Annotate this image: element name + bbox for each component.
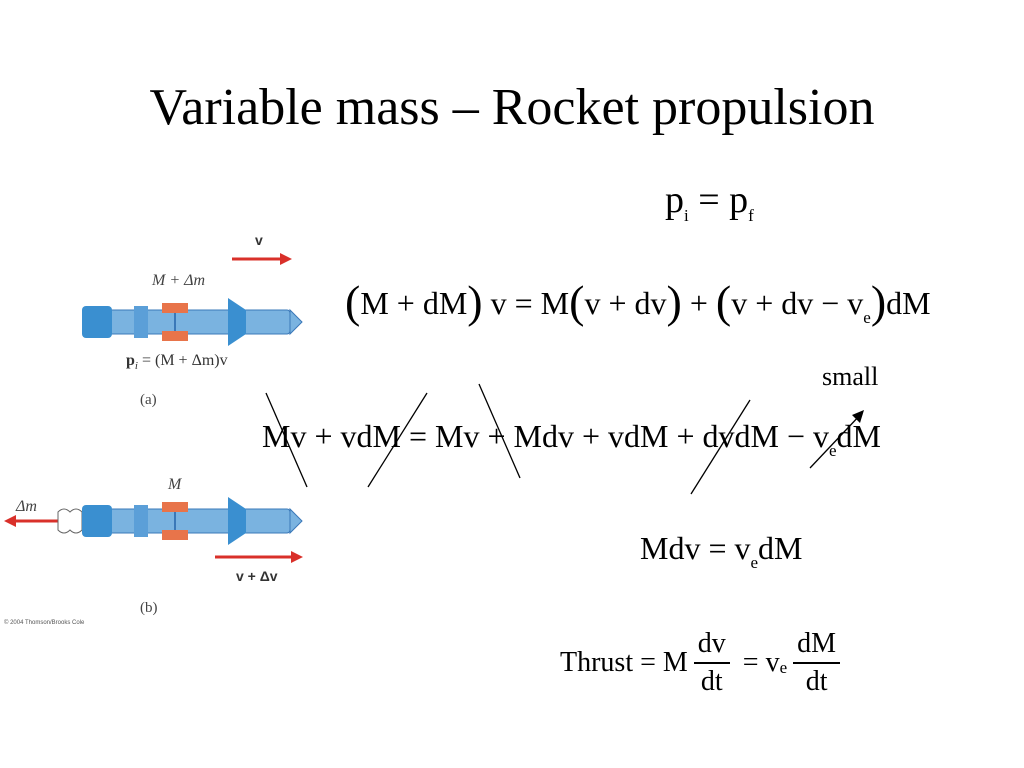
mass-label-b: M: [168, 476, 182, 493]
arrow-head-icon: [280, 253, 292, 265]
cancel-mark-mv-left: [265, 392, 308, 488]
slide-title: Variable mass – Rocket propulsion: [149, 79, 875, 136]
arrow-head-icon: [852, 410, 864, 423]
momentum-conservation-equation: pi = pf: [665, 179, 754, 225]
rocket-body-b: [94, 508, 291, 534]
rocket-figure-a: [82, 253, 303, 346]
rocket-nozzle-b: [82, 505, 112, 537]
rocket-nose-a: [289, 308, 303, 336]
rocket-figure-b: [4, 497, 303, 563]
arrow-head-icon: [4, 515, 16, 527]
clamp-top-a: [162, 303, 188, 313]
velocity-label-a: v: [255, 232, 263, 248]
cancel-mark-vdm-right: [690, 399, 751, 495]
dM-dt-fraction: dM dt: [793, 628, 841, 698]
panel-label-a: (a): [140, 392, 157, 408]
clamp-bottom-a: [162, 331, 188, 341]
clamp-bottom-b: [162, 530, 188, 540]
exhaust-puff: [57, 508, 83, 534]
rocket-body-a: [94, 309, 291, 335]
cancel-mark-vdm-left: [367, 392, 428, 488]
dv-dt-fraction: dv dt: [693, 628, 730, 698]
copyright-notice: © 2004 Thomson/Brooks Cole: [4, 620, 85, 626]
velocity-label-b: v + Δv: [236, 568, 278, 584]
small-annotation: small: [822, 362, 879, 391]
rocket-nozzle-a: [82, 306, 112, 338]
momentum-label-a: pi = (M + Δm)v: [126, 352, 228, 373]
arrow-head-icon: [291, 551, 303, 563]
rocket-ring-b: [134, 505, 148, 537]
rocket-fin-b: [228, 497, 246, 545]
momentum-expansion-equation: (M + dM) v = M(v + dv) + (v + dv − ve)dM: [345, 276, 931, 327]
panel-label-b: (b): [140, 600, 158, 616]
clamp-top-b: [162, 502, 188, 512]
rocket-nose-b: [289, 507, 303, 535]
cancel-mark-mv-right: [478, 383, 521, 479]
simplified-equation: Mdv = vedM: [640, 530, 803, 572]
rocket-fin-a: [228, 298, 246, 346]
small-pointer-arrow: [809, 412, 863, 469]
mass-label-a: M + Δm: [152, 272, 206, 289]
exhaust-mass-label: Δm: [16, 498, 37, 515]
rocket-ring-a: [134, 306, 148, 338]
